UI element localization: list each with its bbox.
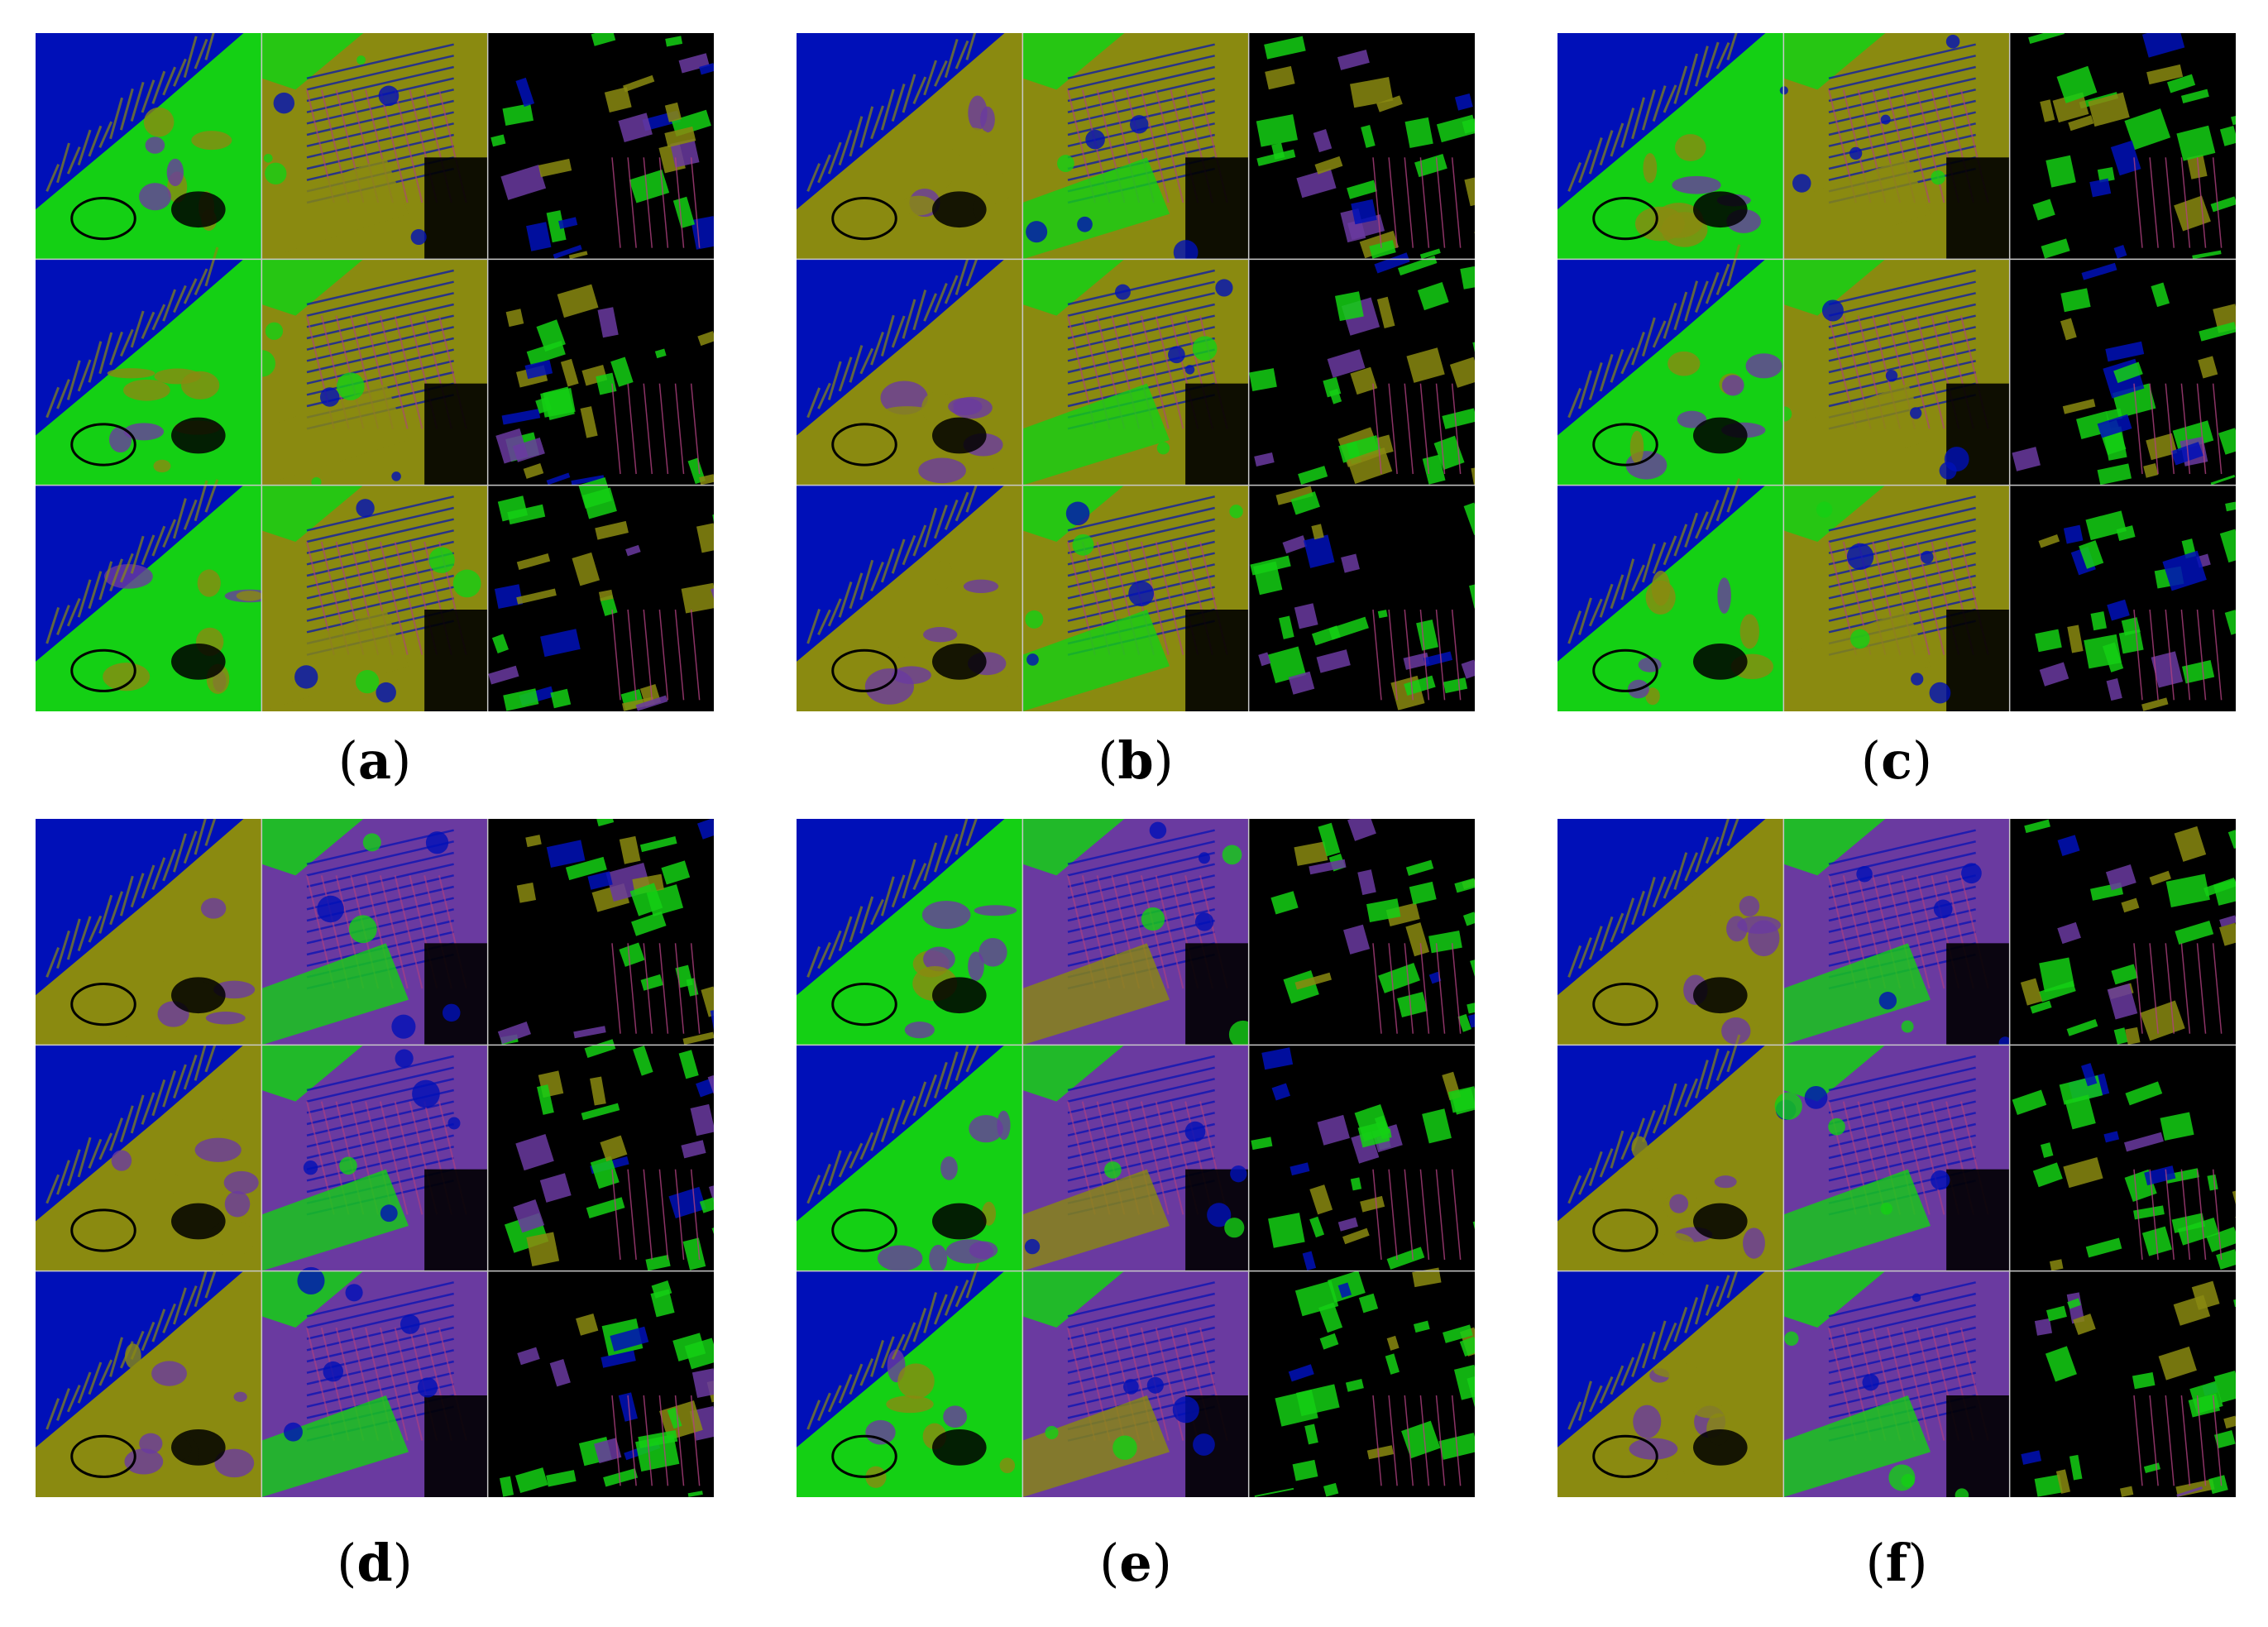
mosaic-image (797, 33, 1475, 711)
mosaic-image (1557, 33, 2236, 711)
mosaic-image (36, 33, 714, 711)
panel-a-image (36, 33, 714, 711)
panel-b-image (797, 33, 1475, 711)
panel-e-caption: (e) (1099, 1533, 1172, 1593)
mosaic-image (1557, 819, 2236, 1497)
panel-f-caption: (f) (1865, 1533, 1928, 1593)
panel-f-image (1557, 819, 2236, 1497)
panel-c-caption: (c) (1860, 730, 1933, 791)
panel-d-caption: (d) (337, 1533, 413, 1593)
mosaic-image (36, 819, 714, 1497)
panel-e-image (797, 819, 1475, 1497)
panel-c-image (1557, 33, 2236, 711)
panel-b-caption: (b) (1098, 730, 1174, 791)
panel-d-image (36, 819, 714, 1497)
mosaic-image (797, 819, 1475, 1497)
panel-a-caption: (a) (337, 730, 412, 791)
